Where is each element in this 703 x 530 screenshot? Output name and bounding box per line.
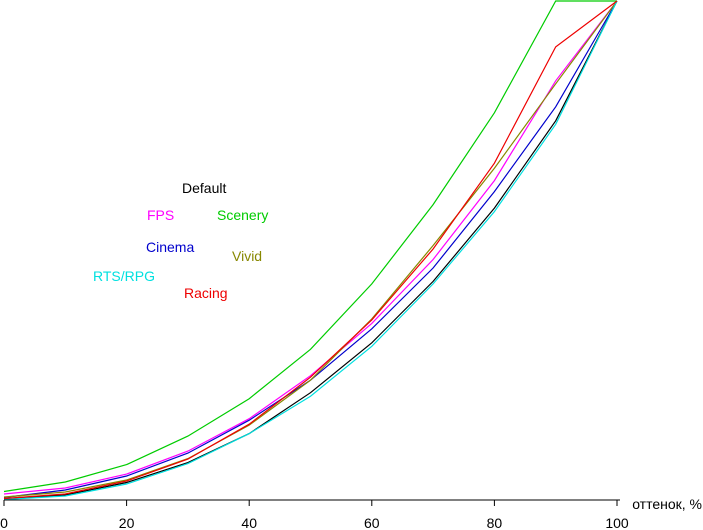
legend-label-fps: FPS <box>147 207 174 223</box>
series-line-cinema <box>3 0 618 499</box>
legend-label-cinema: Cinema <box>146 239 194 255</box>
series-line-racing <box>3 0 618 500</box>
x-axis: 0 20 40 60 80 100 <box>0 499 629 530</box>
series-line-rts-rpg <box>3 0 618 501</box>
legend-label-racing: Racing <box>184 285 228 301</box>
series-line-fps <box>3 0 618 495</box>
x-tick-label: 80 <box>487 515 503 530</box>
x-axis-label: оттенок, % <box>632 496 702 512</box>
series-line-scenery <box>3 0 617 493</box>
series-line-vivid <box>3 0 618 498</box>
series-layer <box>3 0 618 501</box>
legend-label-vivid: Vivid <box>232 248 262 264</box>
x-tick-label: 40 <box>241 515 257 530</box>
legend: Default FPS Scenery Cinema Vivid RTS/RPG Racin… <box>93 180 268 301</box>
legend-label-rts-rpg: RTS/RPG <box>93 268 155 284</box>
legend-label-default: Default <box>182 180 226 196</box>
x-tick-label: 100 <box>605 515 629 530</box>
x-tick-label: 20 <box>119 515 135 530</box>
x-tick-label: 60 <box>364 515 380 530</box>
series-line-default <box>3 0 618 500</box>
legend-label-scenery: Scenery <box>217 207 268 223</box>
x-tick-label: 0 <box>0 515 8 530</box>
